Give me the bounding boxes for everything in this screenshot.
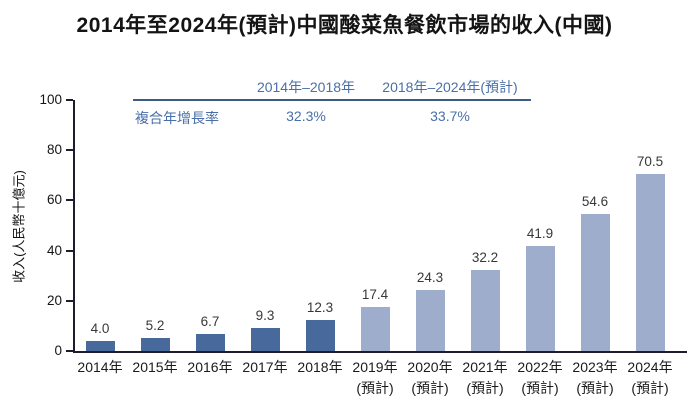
y-tick-label: 40 — [46, 242, 62, 258]
x-axis-label-note: (預計) — [411, 380, 449, 396]
y-tick-mark — [66, 299, 73, 302]
x-axis-label: 2018年 — [288, 357, 352, 378]
bar-value-label: 32.2 — [471, 250, 499, 265]
bar-2022年 — [526, 246, 555, 351]
chart-title: 2014年至2024年(預計)中國酸菜魚餐飲市場的收入(中國) — [76, 14, 613, 37]
y-tick-label: 20 — [46, 292, 62, 308]
x-axis-label-year: 2023年 — [572, 359, 618, 375]
cagr-value-1: 32.3% — [286, 108, 326, 124]
bar-2014年 — [86, 341, 115, 351]
x-axis-label: 2014年 — [68, 357, 132, 378]
bar-2018年 — [306, 320, 335, 351]
bar-2019年 — [361, 307, 390, 351]
x-axis-label-year: 2024年 — [627, 359, 673, 375]
bar-value-label: 70.5 — [636, 154, 664, 169]
x-axis-label-year: 2017年 — [242, 359, 288, 375]
cagr-value-2: 33.7% — [430, 108, 470, 124]
x-axis-label-year: 2018年 — [297, 359, 343, 375]
x-axis-label: 2021年 (預計) — [453, 357, 517, 399]
x-axis-label-note: (預計) — [631, 380, 669, 396]
x-axis-label: 2024年 (預計) — [618, 357, 682, 399]
cagr-row-label: 複合年增長率 — [135, 110, 219, 126]
x-axis-label-note: (預計) — [521, 380, 559, 396]
bar-value-label: 41.9 — [526, 226, 554, 241]
y-tick-mark — [66, 350, 73, 352]
bar-2024年 — [636, 174, 665, 351]
bar-value-label: 9.3 — [255, 308, 275, 323]
x-axis-label: 2023年 (預計) — [563, 357, 627, 399]
x-axis-label: 2020年 (預計) — [398, 357, 462, 399]
x-axis-label-year: 2019年 — [352, 359, 398, 375]
x-axis-label-year: 2021年 — [462, 359, 508, 375]
x-axis-label: 2019年 (預計) — [343, 357, 407, 399]
bar-value-label: 54.6 — [581, 194, 609, 209]
cagr-period-1-header: 2014年–2018年 — [256, 79, 356, 95]
x-axis-label-year: 2014年 — [77, 359, 123, 375]
cagr-period-2-header: 2018年–2024年(預計) — [382, 79, 518, 95]
cagr-table-rule — [133, 99, 531, 101]
bar-2015年 — [141, 338, 170, 351]
bar-value-label: 5.2 — [145, 318, 165, 333]
y-tick-label: 60 — [46, 192, 62, 208]
y-tick-mark — [66, 149, 73, 152]
bar-2023年 — [581, 214, 610, 351]
bar-2016年 — [196, 334, 225, 351]
y-tick-label: 80 — [46, 142, 62, 158]
x-axis-label-note: (預計) — [466, 380, 504, 396]
bar-value-label: 17.4 — [361, 287, 389, 302]
x-axis-label: 2016年 — [178, 357, 242, 378]
y-tick-mark — [66, 249, 73, 252]
plot-area: 4.0 2014年 5.2 2015年 6.7 2016年 9.3 2017年 12.3 2018… — [73, 100, 687, 396]
bar-value-label: 6.7 — [200, 314, 220, 329]
bar-2017年 — [251, 328, 280, 351]
x-axis-label-year: 2015年 — [132, 359, 178, 375]
bar-2021年 — [471, 270, 500, 351]
x-axis-label-year: 2020年 — [407, 359, 453, 375]
bar-2020年 — [416, 290, 445, 351]
y-tick-mark — [66, 199, 73, 202]
bar-value-label: 24.3 — [416, 270, 444, 285]
x-axis-label-note: (預計) — [576, 380, 614, 396]
bar-value-label: 4.0 — [90, 321, 110, 336]
x-axis-label: 2017年 — [233, 357, 297, 378]
y-tick-label: 0 — [54, 343, 62, 358]
x-axis-label-year: 2022年 — [517, 359, 563, 375]
y-axis: 0 20 40 60 80 100 — [0, 92, 73, 358]
x-axis-label-note: (預計) — [356, 380, 394, 396]
x-axis-label: 2022年 (預計) — [508, 357, 572, 399]
bar-value-label: 12.3 — [306, 300, 334, 315]
x-axis-label: 2015年 — [123, 357, 187, 378]
x-axis-label-year: 2016年 — [187, 359, 233, 375]
y-tick-label: 100 — [39, 92, 62, 107]
y-tick-mark — [66, 99, 73, 102]
